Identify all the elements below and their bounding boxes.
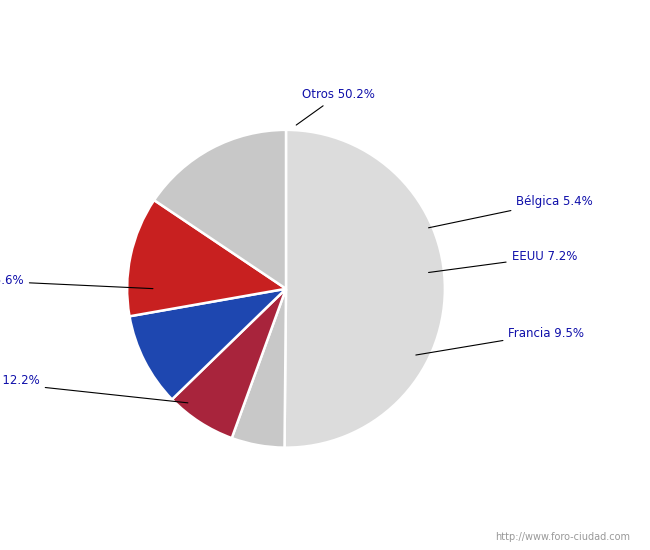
Text: Corea 15.6%: Corea 15.6% [0, 274, 153, 289]
Text: Francia 9.5%: Francia 9.5% [416, 327, 584, 355]
Text: Bélgica 5.4%: Bélgica 5.4% [428, 195, 593, 228]
Text: Montecorto - Turistas extranjeros según país - Abril de 2024: Montecorto - Turistas extranjeros según … [66, 15, 584, 32]
Wedge shape [285, 130, 445, 448]
Text: Reino Unido 12.2%: Reino Unido 12.2% [0, 375, 188, 403]
Text: Otros 50.2%: Otros 50.2% [296, 89, 375, 125]
Text: http://www.foro-ciudad.com: http://www.foro-ciudad.com [495, 532, 630, 542]
Wedge shape [172, 289, 286, 438]
Wedge shape [127, 200, 286, 316]
Wedge shape [232, 289, 286, 448]
Wedge shape [129, 289, 286, 399]
Text: EEUU 7.2%: EEUU 7.2% [428, 250, 577, 272]
Wedge shape [154, 130, 286, 289]
